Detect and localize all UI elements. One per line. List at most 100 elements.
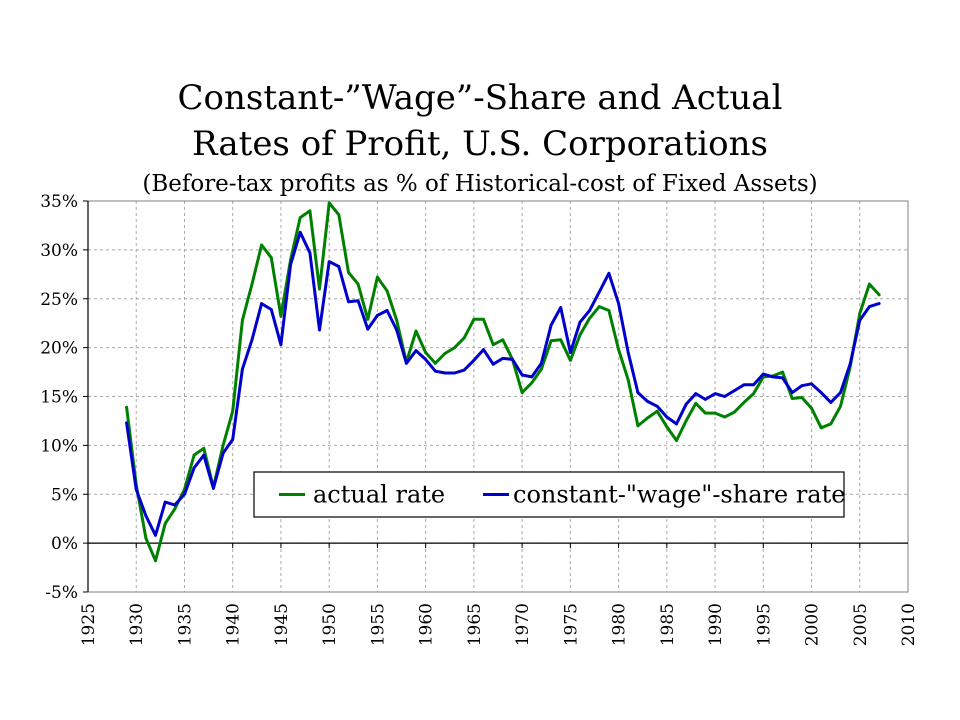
data-point	[665, 425, 669, 429]
data-point	[414, 349, 418, 352]
data-point	[829, 422, 833, 426]
data-point	[549, 339, 553, 343]
data-point	[597, 290, 601, 294]
data-point	[453, 346, 456, 349]
data-point	[530, 375, 534, 379]
data-point	[298, 230, 302, 234]
data-point	[530, 381, 534, 385]
data-point	[260, 243, 263, 247]
data-point	[424, 351, 427, 354]
data-point	[501, 357, 505, 360]
x-tick-label: 1990	[706, 603, 726, 646]
data-point	[819, 391, 823, 394]
data-point	[221, 444, 225, 447]
data-point	[742, 401, 746, 404]
data-point	[839, 404, 842, 408]
data-point	[607, 271, 611, 275]
data-point	[241, 318, 244, 322]
data-point	[626, 351, 630, 354]
data-point	[347, 271, 350, 274]
data-point	[134, 488, 138, 491]
x-tick-label: 2010	[899, 603, 919, 646]
legend: actual rate constant-"wage"-share rate	[253, 471, 845, 518]
data-point	[308, 209, 312, 213]
data-point	[559, 306, 563, 309]
x-tick-label: 1985	[658, 603, 678, 646]
data-point	[318, 328, 321, 332]
axis-layer: -5% 0% 5% 10% 15% 20% 25% 30% 35% 1925 1930 1935 194…	[40, 192, 919, 646]
data-point	[424, 358, 427, 361]
x-tick-label: 2005	[851, 603, 871, 646]
data-point	[626, 378, 630, 382]
x-tick-label: 1955	[368, 603, 388, 646]
data-point	[713, 411, 717, 415]
data-point	[241, 367, 244, 371]
chart-title: Constant-”Wage”-Share and Actual	[177, 78, 783, 118]
data-point	[839, 391, 842, 394]
grid-layer	[88, 201, 908, 592]
data-point	[279, 343, 283, 347]
data-point	[308, 251, 312, 255]
data-point	[453, 371, 456, 375]
data-point	[761, 372, 765, 376]
x-tick-label: 1945	[272, 603, 292, 646]
data-point	[173, 507, 177, 511]
data-point	[549, 323, 553, 327]
data-point	[385, 309, 389, 312]
data-point	[646, 416, 649, 420]
data-point	[250, 338, 254, 342]
data-point	[163, 500, 167, 504]
x-tick-label: 1960	[417, 603, 437, 646]
data-point	[356, 282, 360, 286]
data-point	[433, 369, 437, 373]
data-point	[163, 522, 167, 525]
x-tick-label: 1965	[465, 603, 485, 646]
data-point	[684, 402, 688, 406]
data-point	[675, 422, 678, 426]
data-point	[810, 382, 813, 386]
data-point	[327, 201, 331, 205]
data-point	[366, 327, 370, 331]
data-point	[636, 391, 640, 394]
data-point	[588, 316, 591, 320]
data-point	[781, 376, 784, 380]
data-point	[327, 260, 331, 263]
series-layer	[125, 201, 881, 563]
data-point	[395, 328, 399, 332]
data-point	[704, 398, 707, 401]
data-point	[250, 282, 254, 286]
data-point	[858, 312, 862, 315]
y-tick-label: 20%	[40, 339, 78, 359]
data-point	[318, 287, 321, 291]
data-point	[125, 405, 128, 409]
data-point	[414, 329, 418, 333]
data-point	[462, 368, 466, 372]
data-point	[376, 275, 379, 279]
data-point	[752, 383, 755, 387]
data-point	[202, 453, 206, 457]
x-tick-label: 1940	[224, 603, 244, 646]
x-tick-label: 1975	[561, 603, 581, 646]
data-point	[723, 415, 727, 419]
x-tick-label: 1930	[127, 603, 147, 646]
data-point	[366, 317, 370, 321]
data-point	[269, 256, 273, 260]
y-tick-label: 15%	[40, 388, 78, 408]
data-point	[540, 367, 543, 371]
data-point	[337, 213, 341, 217]
data-point	[482, 317, 485, 321]
data-point	[462, 336, 466, 340]
y-tick-label: 5%	[51, 485, 78, 505]
data-point	[540, 361, 543, 365]
data-point	[665, 415, 669, 419]
data-point	[298, 216, 302, 220]
data-point	[144, 514, 148, 518]
data-point	[443, 371, 447, 375]
data-point	[202, 446, 206, 450]
data-point	[491, 362, 495, 366]
data-point	[858, 318, 862, 322]
data-point	[771, 375, 775, 379]
data-point	[144, 536, 148, 540]
